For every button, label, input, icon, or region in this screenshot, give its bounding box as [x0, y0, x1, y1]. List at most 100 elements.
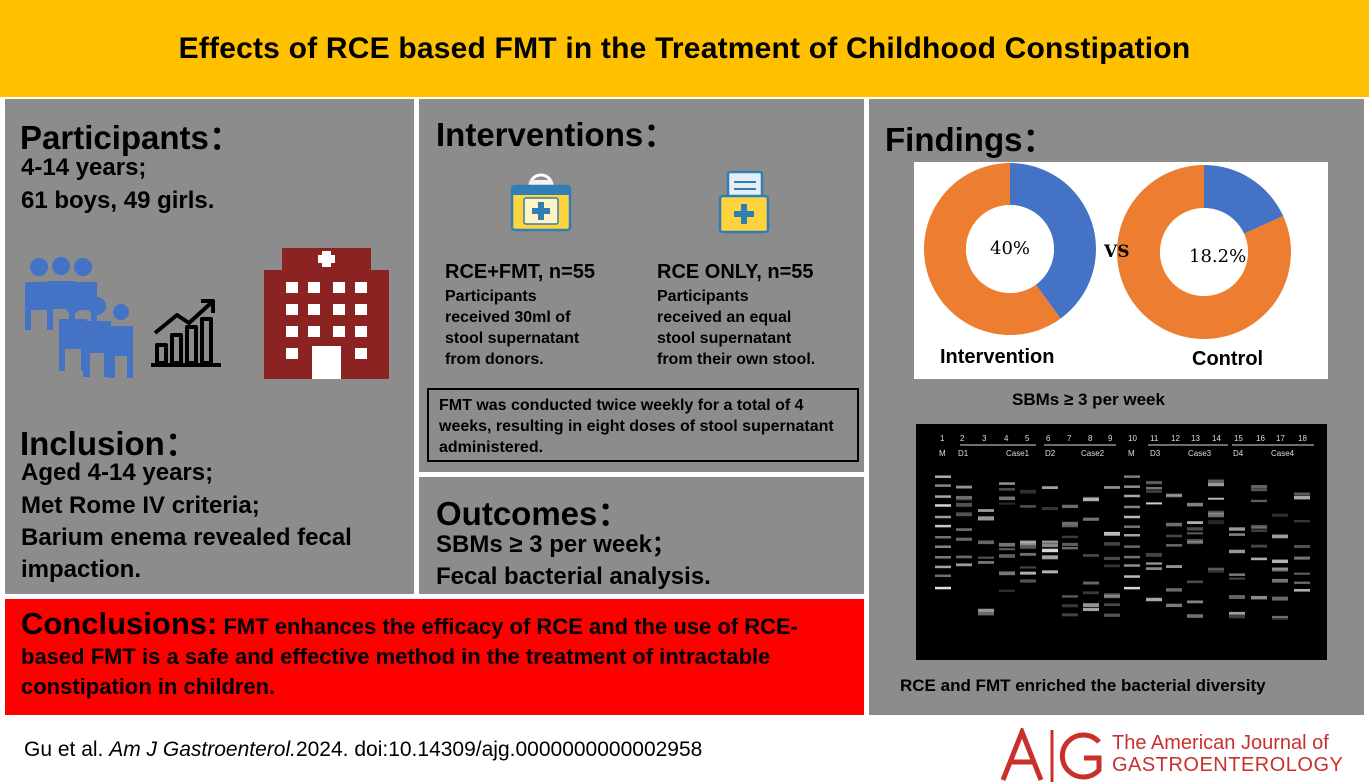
gel-band [1104, 541, 1120, 546]
gel-lane-number: 13 [1191, 434, 1200, 443]
gel-band [1042, 543, 1058, 548]
gel-band [1042, 486, 1058, 489]
gel-band [1062, 542, 1078, 546]
gel-band [1294, 544, 1310, 549]
gel-band [1166, 522, 1182, 527]
outcome-bacterial: Fecal bacterial analysis. [436, 563, 711, 590]
gel-electrophoresis-image: 1 2 3 4 5 6 7 8 9 10 11 12 13 14 15 16 1… [916, 424, 1327, 660]
gel-band [1166, 544, 1182, 547]
gel-band [1294, 572, 1310, 575]
gel-band [1208, 567, 1224, 571]
gel-lane-number: 12 [1171, 434, 1180, 443]
gel-band [1187, 532, 1203, 535]
gel-band [1124, 534, 1140, 537]
gel-band [999, 502, 1015, 505]
gel-band [935, 484, 951, 487]
gel-group-label: Case3 [1188, 449, 1212, 458]
gel-band [1294, 556, 1310, 560]
findings-panel: Findings： 40% 18.2% VS Intervention Cont… [869, 99, 1364, 715]
gel-bands [935, 444, 1314, 620]
gel-band [1229, 614, 1245, 619]
gel-band [1124, 575, 1140, 578]
gel-group-label: M [1128, 449, 1135, 458]
gel-band [978, 540, 994, 545]
gel-band [1124, 586, 1140, 590]
pie-charts [924, 163, 1291, 339]
gel-band [1272, 513, 1288, 517]
gel-band [1251, 544, 1267, 548]
gel-band [1229, 573, 1245, 576]
gel-group-label: Case1 [1006, 449, 1030, 458]
gel-band [1294, 492, 1310, 495]
gel-band [935, 475, 951, 478]
arm2-desc-4: from their own stool. [657, 351, 816, 368]
gel-band [956, 555, 972, 559]
gel-band [1187, 521, 1203, 524]
pie-intervention-pct: 40% [990, 238, 1031, 259]
gel-band [1020, 489, 1036, 494]
gel-band [1272, 615, 1288, 620]
pie-slice [1204, 165, 1284, 234]
interventions-panel: Interventions： RCE+FMT, n=55 Participant… [419, 99, 864, 472]
gel-band [1251, 524, 1267, 528]
inclusion-heading: Inclusion： [20, 425, 198, 462]
pie-control [1117, 165, 1291, 339]
vs-label: VS [1104, 242, 1130, 262]
growth-chart-icon [151, 299, 221, 367]
conclusion-label: Conclusions: [21, 606, 218, 641]
pie-hole [1160, 208, 1248, 296]
hospital-icon [264, 248, 389, 379]
gel-band [1146, 502, 1162, 505]
gel-band [1166, 494, 1182, 498]
gel-band [1251, 485, 1267, 489]
citation: Gu et al. Am J Gastroenterol.2024. doi:1… [24, 738, 702, 762]
gel-band [1166, 493, 1182, 497]
gel-band [1251, 499, 1267, 503]
gel-band [978, 509, 994, 512]
gel-band [1124, 515, 1140, 519]
gel-band [1062, 504, 1078, 509]
gel-group-label: D3 [1150, 449, 1161, 458]
gel-band [935, 545, 951, 548]
gel-band [1166, 603, 1182, 608]
citation-doi: 2024. doi:10.14309/ajg.0000000000002958 [295, 738, 703, 761]
gel-band [1124, 475, 1140, 478]
gel-band [1062, 525, 1078, 528]
inclusion-age: Aged 4-14 years; [21, 459, 214, 486]
pie-hole [966, 205, 1054, 293]
gel-band [1104, 593, 1120, 597]
gel-band [978, 612, 994, 616]
gel-band [956, 485, 972, 489]
gel-lane-number: 16 [1256, 434, 1265, 443]
gel-band [1229, 549, 1245, 554]
pie-control-label: Control [1192, 348, 1264, 370]
gel-group-label: D2 [1045, 449, 1056, 458]
gel-band [999, 589, 1015, 592]
citation-authors: Gu et al. [24, 738, 110, 761]
gel-lane-number: 1 [940, 434, 945, 443]
gel-band [999, 482, 1015, 485]
gel-band [1166, 493, 1182, 497]
gel-group-label: D4 [1233, 449, 1244, 458]
gel-band [1272, 559, 1288, 564]
gel-band [1229, 527, 1245, 531]
gel-lane-number: 2 [960, 434, 965, 443]
gel-band [1187, 539, 1203, 543]
gel-band [1042, 571, 1058, 574]
gel-band [1229, 595, 1245, 599]
gel-band [1272, 578, 1288, 583]
gel-band [935, 535, 951, 539]
pie-chart-card: 40% 18.2% VS Intervention Control [914, 162, 1328, 379]
gel-band [1062, 535, 1078, 539]
gel-group-label: D1 [958, 449, 969, 458]
journal-logo: The American Journal of GASTROENTEROLOGY [1000, 728, 1360, 784]
arm1-title: RCE+FMT, n=55 [445, 261, 596, 283]
participants-panel: Participants： 4-14 years; 61 boys, 49 gi… [5, 99, 414, 594]
gel-band [1042, 540, 1058, 543]
gel-band [1124, 564, 1140, 567]
ajg-monogram-icon [1000, 728, 1102, 782]
gel-band [1272, 534, 1288, 539]
gel-band [1062, 613, 1078, 617]
gel-band [1166, 588, 1182, 592]
gel-band [1208, 483, 1224, 487]
